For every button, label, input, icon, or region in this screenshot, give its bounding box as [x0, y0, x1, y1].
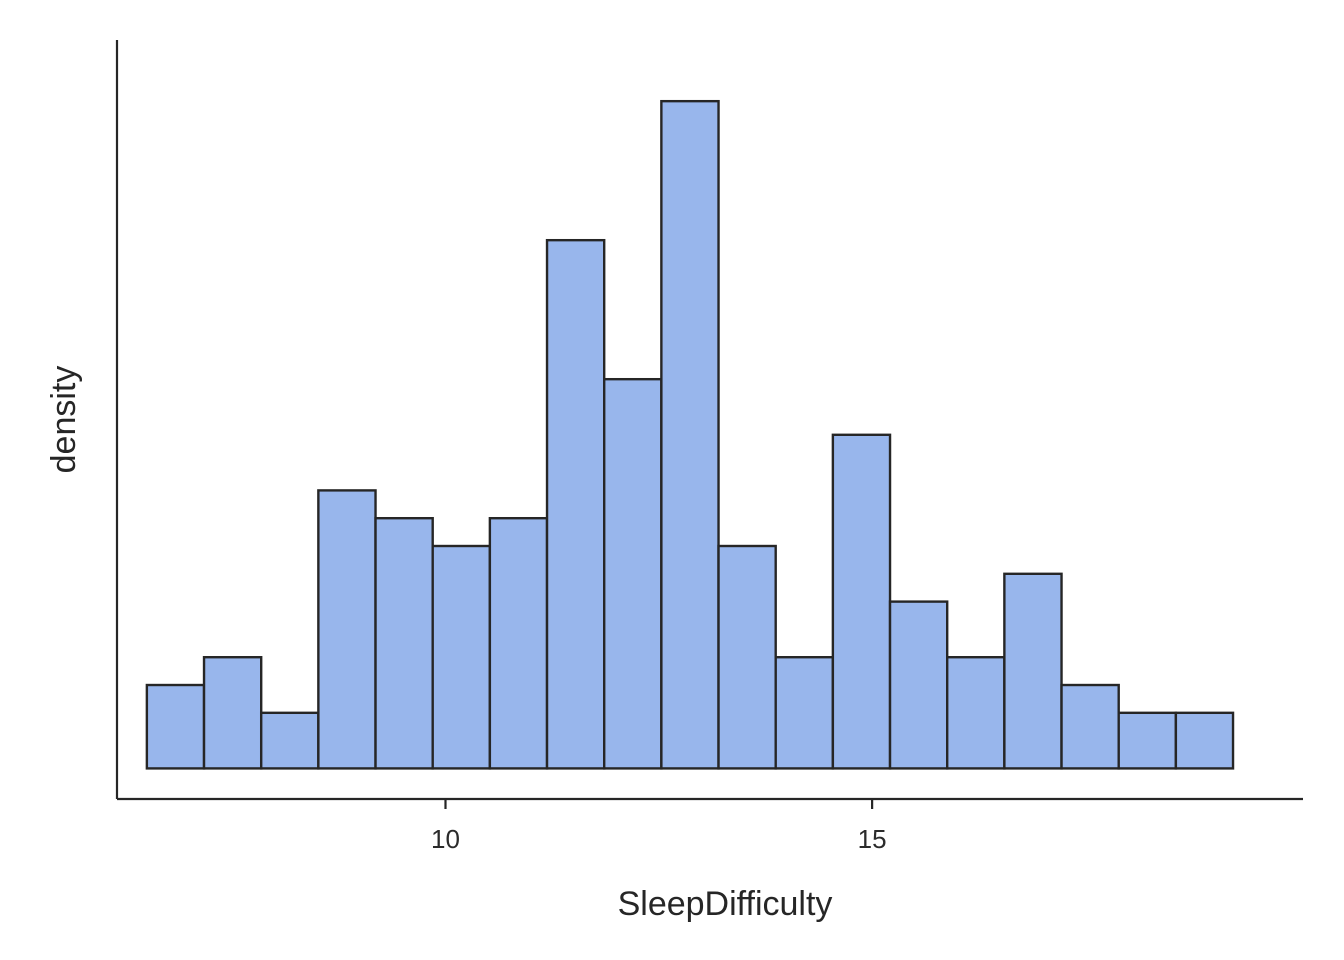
histogram-bar [1174, 711, 1235, 770]
histogram-bar [259, 711, 320, 770]
x-tick-label: 10 [431, 824, 460, 854]
histogram-bar [946, 656, 1006, 770]
x-tick-label: 15 [858, 824, 887, 854]
histogram-bar [145, 683, 206, 770]
histogram-bar [202, 656, 263, 770]
bars-group [145, 99, 1235, 770]
x-axis-title: SleepDifficulty [618, 885, 833, 923]
histogram-bar [660, 99, 720, 770]
histogram-bar [1117, 711, 1178, 770]
histogram-bar [602, 377, 663, 770]
histogram-bar [717, 544, 777, 770]
y-axis-title: density [45, 366, 83, 474]
histogram-bar [1060, 683, 1120, 770]
x-ticks-group: 10 15 [431, 799, 887, 854]
histogram-bar [317, 489, 377, 770]
histogram-bar [1003, 572, 1063, 770]
histogram-bar [545, 238, 606, 770]
histogram-bar [774, 656, 835, 770]
histogram-bar [488, 516, 549, 770]
histogram-bar [431, 544, 492, 770]
histogram-bar [888, 600, 949, 770]
histogram-bar [831, 433, 892, 770]
histogram-bar [374, 516, 434, 770]
